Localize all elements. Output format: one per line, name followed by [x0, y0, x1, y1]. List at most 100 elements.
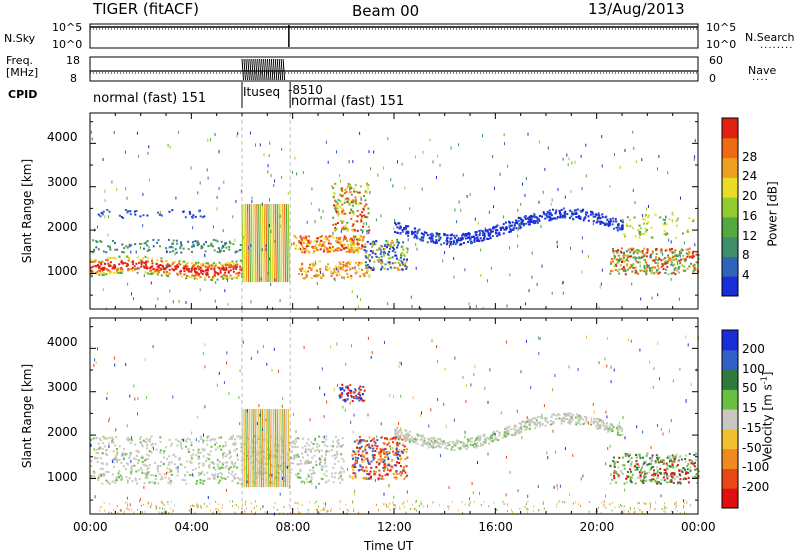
velocity-cell — [177, 440, 180, 443]
power-cell — [157, 239, 160, 242]
velocity-cell — [191, 469, 194, 471]
power-cell — [345, 197, 348, 200]
power-cell — [217, 247, 220, 250]
power-cell — [100, 263, 103, 266]
velocity-noise — [403, 501, 405, 504]
velocity-cell — [224, 441, 227, 444]
velocity-cell — [378, 452, 380, 455]
velocity-cell — [104, 452, 107, 455]
power-noise — [525, 302, 526, 306]
velocity-cell — [162, 456, 165, 459]
velocity-cell — [639, 456, 642, 459]
velocity-cell — [150, 444, 153, 446]
power-cell — [401, 246, 404, 249]
velocity-noise — [603, 500, 605, 503]
power-cell — [354, 200, 357, 202]
power-noise — [142, 224, 144, 228]
power-noise — [178, 300, 180, 303]
velocity-cell — [199, 478, 202, 481]
power-cell — [318, 260, 321, 263]
power-cell — [393, 266, 396, 269]
power-cell — [649, 255, 652, 258]
power-noise — [249, 131, 251, 135]
power-cell — [337, 212, 340, 215]
velocity-noise — [655, 501, 657, 504]
velocity-cell — [457, 447, 460, 450]
velocity-cell — [650, 478, 653, 481]
power-cell — [670, 272, 673, 275]
velocity-cell — [316, 449, 319, 452]
velocity-cell — [528, 419, 531, 422]
power-cell — [632, 227, 635, 230]
velocity-cell — [354, 452, 357, 454]
velocity-cell — [558, 413, 561, 416]
velocity-noise — [330, 509, 332, 512]
velocity-cell — [118, 458, 121, 461]
velocity-cell — [526, 427, 529, 430]
power-cell — [686, 255, 689, 258]
power-cell — [300, 237, 303, 240]
power-cell — [387, 261, 390, 264]
velocity-cell — [608, 429, 611, 432]
velocity-cell — [553, 413, 556, 416]
velocity-cell — [362, 459, 365, 462]
power-cell — [334, 182, 337, 185]
power-noise — [658, 155, 660, 158]
power-cell — [357, 251, 360, 254]
velocity-cell — [560, 420, 563, 422]
velocity-noise — [519, 507, 521, 510]
power-cell — [397, 259, 400, 262]
velocity-noise — [376, 435, 378, 439]
power-cell — [660, 248, 663, 251]
velocity-cell — [509, 428, 512, 431]
velocity-cell — [175, 438, 178, 441]
power-noise — [517, 244, 519, 248]
velocity-cell — [355, 394, 358, 397]
velocity-cell — [123, 465, 126, 468]
velocity-cell — [662, 476, 665, 479]
power-cell — [354, 269, 357, 272]
velocity-cell — [669, 474, 672, 477]
velocity-noise — [543, 507, 545, 510]
power-cell — [146, 240, 149, 242]
velocity-noise — [649, 506, 651, 508]
power-cell — [345, 187, 348, 190]
power-cell — [210, 242, 213, 245]
power-cell — [596, 218, 599, 221]
velocity-cell — [231, 470, 234, 473]
power-cell — [113, 271, 116, 274]
velocity-cell — [156, 465, 159, 468]
power-cell — [660, 259, 663, 262]
power-cell — [375, 255, 378, 258]
power-cell — [143, 247, 145, 250]
velocity-cell — [99, 457, 102, 460]
velocity-cell — [679, 474, 682, 477]
power-cell — [348, 248, 351, 251]
power-cell — [630, 249, 633, 252]
velocity-noise — [167, 501, 169, 503]
velocity-cell — [214, 477, 217, 480]
velocity-noise — [103, 501, 105, 504]
power-cell — [307, 244, 310, 246]
velocity-noise — [444, 367, 446, 371]
power-cell — [239, 259, 242, 262]
velocity-cell — [666, 464, 669, 467]
velocity-cell — [643, 476, 646, 479]
velocity-cell — [461, 441, 464, 444]
power-cell — [194, 215, 197, 218]
velocity-noise — [152, 345, 154, 349]
velocity-cell — [101, 452, 104, 455]
velocity-cell — [268, 453, 271, 456]
power-cell — [614, 268, 617, 271]
power-cell — [570, 210, 573, 213]
velocity-cell — [220, 473, 223, 476]
power-cell — [205, 269, 208, 272]
power-cell — [174, 267, 177, 270]
power-cell — [209, 244, 212, 247]
power-cell — [323, 237, 326, 240]
velocity-cell — [614, 471, 617, 473]
power-cell — [630, 255, 632, 258]
velocity-cell — [385, 450, 388, 453]
velocity-noise — [259, 413, 261, 417]
power-cell — [354, 184, 357, 187]
